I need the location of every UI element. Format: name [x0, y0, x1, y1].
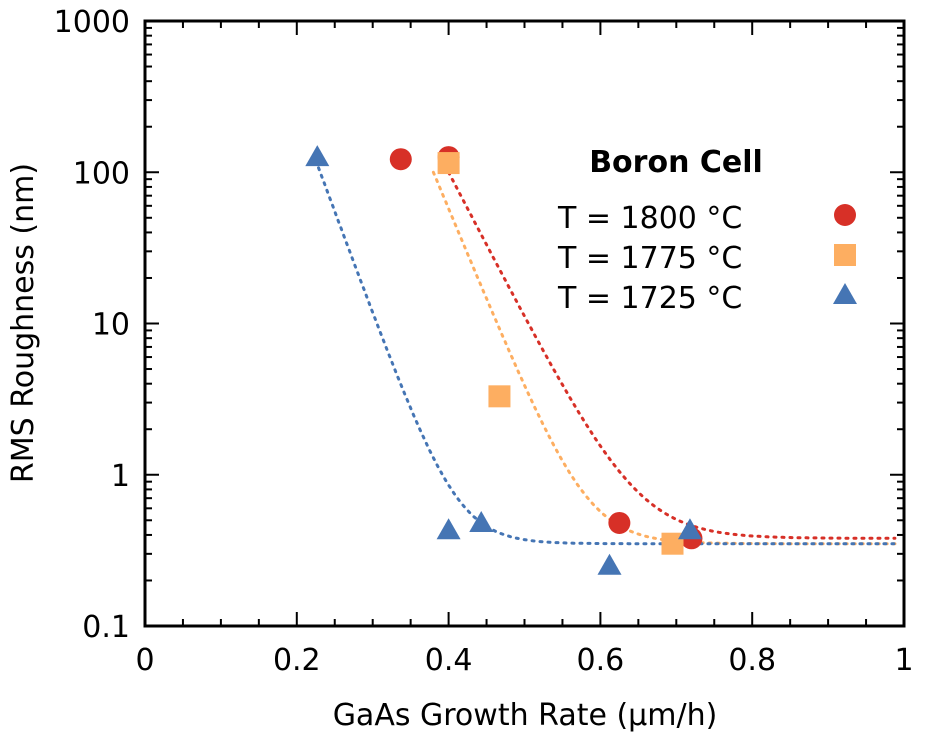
data-point-square [661, 532, 684, 555]
y-axis-label: RMS Roughness (nm) [6, 163, 41, 483]
legend-marker-square [834, 244, 856, 266]
x-tick-label: 1 [894, 643, 913, 678]
data-point-triangle [597, 553, 622, 575]
fit-curve-0 [447, 170, 897, 540]
data-point-triangle [469, 510, 494, 532]
legend: Boron Cell T = 1800 °C T = 1775 °C T = 1… [557, 145, 857, 316]
data-point-square [488, 385, 511, 408]
y-tick-label: 10 [92, 308, 130, 343]
data-point-triangle [305, 145, 330, 167]
axes [143, 19, 906, 628]
tick-labels: 0 0.2 0.4 0.6 0.8 1 0.1 1 10 100 1000 [54, 5, 914, 678]
x-axis-label: GaAs Growth Rate (µm/h) [333, 698, 718, 733]
x-tick-label: 0.8 [728, 643, 776, 678]
legend-marker-circle [834, 204, 856, 226]
data-point-square [437, 152, 460, 175]
legend-label-1775: T = 1775 °C [557, 241, 742, 276]
legend-marker-triangle [833, 283, 857, 304]
y-tick-label: 100 [73, 156, 130, 191]
plot-frame [143, 19, 906, 628]
data-point-triangle [436, 518, 461, 540]
x-tick-label: 0.4 [425, 643, 473, 678]
x-tick-label: 0.6 [577, 643, 625, 678]
y-tick-label: 0.1 [82, 610, 130, 645]
fit-curve-2 [314, 158, 898, 546]
y-tick-label: 1 [111, 459, 130, 494]
legend-label-1725: T = 1725 °C [557, 281, 742, 316]
y-tick-label: 1000 [54, 5, 130, 40]
data-point-circle [608, 511, 631, 534]
data-point-circle [389, 148, 412, 171]
x-tick-label: 0 [135, 643, 154, 678]
legend-label-1800: T = 1800 °C [557, 201, 742, 236]
legend-title: Boron Cell [589, 145, 763, 180]
data-markers [305, 145, 703, 575]
x-tick-label: 0.2 [273, 643, 321, 678]
data-point-triangle [677, 518, 702, 540]
